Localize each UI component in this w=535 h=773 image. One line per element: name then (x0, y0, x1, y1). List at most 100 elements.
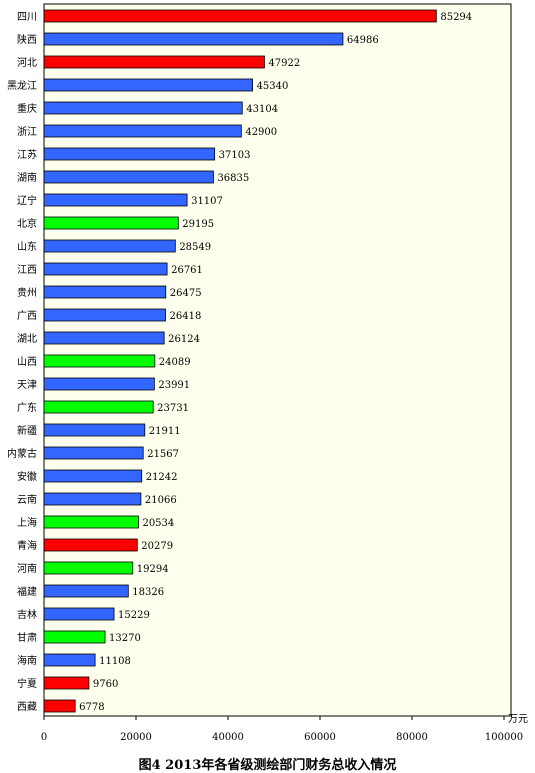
value-label: 15229 (118, 610, 150, 621)
category-label: 青海 (17, 539, 37, 552)
value-label: 29195 (182, 219, 214, 230)
bar (43, 9, 437, 23)
category-label: 福建 (17, 585, 37, 598)
value-label: 19294 (137, 564, 169, 575)
x-axis: 0 20000 40000 60000 80000 100000 (41, 716, 523, 743)
bar (43, 170, 214, 184)
value-label: 47922 (268, 58, 300, 69)
bar (43, 124, 242, 138)
category-label: 云南 (17, 493, 37, 506)
value-label: 37103 (219, 150, 251, 161)
category-label: 湖南 (17, 171, 37, 184)
value-label: 36835 (217, 173, 249, 184)
bar (43, 262, 168, 276)
bar (43, 193, 188, 207)
x-tick-label: 20000 (120, 732, 152, 743)
category-label: 河南 (17, 562, 37, 575)
bar (43, 354, 156, 368)
bar (43, 331, 165, 345)
bars-layer: 四川 85294 陕西 64986 河北 47922 黑龙江 45340 重庆 43104 浙江 42… (7, 9, 472, 713)
category-label: 北京 (17, 217, 37, 230)
bar (43, 78, 253, 92)
value-label: 31107 (191, 196, 223, 207)
unit-label: 万元 (508, 714, 528, 725)
value-label: 24089 (159, 357, 191, 368)
category-label: 四川 (17, 12, 37, 23)
bar (43, 216, 179, 230)
bar (43, 469, 143, 483)
bar (43, 699, 76, 713)
category-label: 上海 (17, 516, 37, 529)
bar (43, 561, 134, 575)
bar (43, 630, 106, 644)
value-label: 18326 (132, 587, 164, 598)
value-label: 26418 (170, 311, 202, 322)
value-label: 85294 (440, 12, 472, 23)
category-label: 江西 (17, 264, 37, 276)
category-label: 黑龙江 (7, 79, 37, 92)
bar (43, 538, 138, 552)
value-label: 20534 (142, 518, 174, 529)
category-label: 甘肃 (17, 631, 37, 644)
value-label: 23991 (158, 380, 190, 391)
category-label: 广西 (17, 310, 37, 322)
x-tick-label: 0 (41, 732, 47, 743)
category-label: 广东 (17, 401, 37, 414)
bar (43, 32, 344, 46)
bar (43, 147, 216, 161)
chart-title: 图4 2013年各省级测绘部门财务总收入情况 (138, 758, 397, 773)
bar (43, 55, 265, 69)
bar (43, 101, 243, 115)
value-label: 20279 (141, 541, 173, 552)
value-label: 13270 (109, 633, 141, 644)
category-label: 天津 (17, 379, 37, 391)
x-tick-label: 80000 (396, 732, 428, 743)
category-label: 山东 (17, 240, 37, 253)
x-tick-label: 40000 (212, 732, 244, 743)
bar (43, 239, 176, 253)
bar (43, 653, 96, 667)
bar (43, 285, 167, 299)
category-label: 西藏 (17, 701, 37, 713)
category-label: 河北 (17, 57, 37, 69)
bar (43, 607, 115, 621)
bar (43, 492, 142, 506)
bar (43, 676, 90, 690)
category-label: 江苏 (17, 148, 37, 161)
x-tick-label: 100000 (485, 732, 523, 743)
value-label: 42900 (245, 127, 277, 138)
category-label: 海南 (17, 654, 37, 667)
category-label: 辽宁 (17, 194, 37, 207)
value-label: 9760 (93, 679, 118, 690)
bar (43, 584, 129, 598)
value-label: 11108 (99, 656, 131, 667)
x-tick-label: 60000 (304, 732, 336, 743)
category-label: 浙江 (17, 126, 37, 138)
bar (43, 400, 154, 414)
value-label: 64986 (347, 35, 379, 46)
category-label: 新疆 (17, 424, 37, 437)
value-label: 6778 (79, 702, 104, 713)
category-label: 贵州 (17, 286, 37, 299)
value-label: 43104 (246, 104, 278, 115)
value-label: 23731 (157, 403, 189, 414)
bar (43, 423, 146, 437)
value-label: 26475 (170, 288, 202, 299)
bar (43, 377, 155, 391)
bar (43, 308, 166, 322)
value-label: 21066 (145, 495, 177, 506)
category-label: 湖北 (17, 333, 37, 345)
category-label: 宁夏 (17, 677, 37, 690)
category-label: 安徽 (17, 470, 37, 483)
value-label: 28549 (179, 242, 211, 253)
value-label: 21242 (146, 472, 178, 483)
bar (43, 446, 144, 460)
value-label: 26124 (168, 334, 200, 345)
value-label: 45340 (257, 81, 289, 92)
category-label: 山西 (17, 356, 37, 368)
category-label: 重庆 (17, 102, 37, 115)
category-label: 内蒙古 (7, 447, 37, 460)
value-label: 26761 (171, 265, 203, 276)
value-label: 21911 (149, 426, 181, 437)
category-label: 陕西 (17, 33, 37, 46)
